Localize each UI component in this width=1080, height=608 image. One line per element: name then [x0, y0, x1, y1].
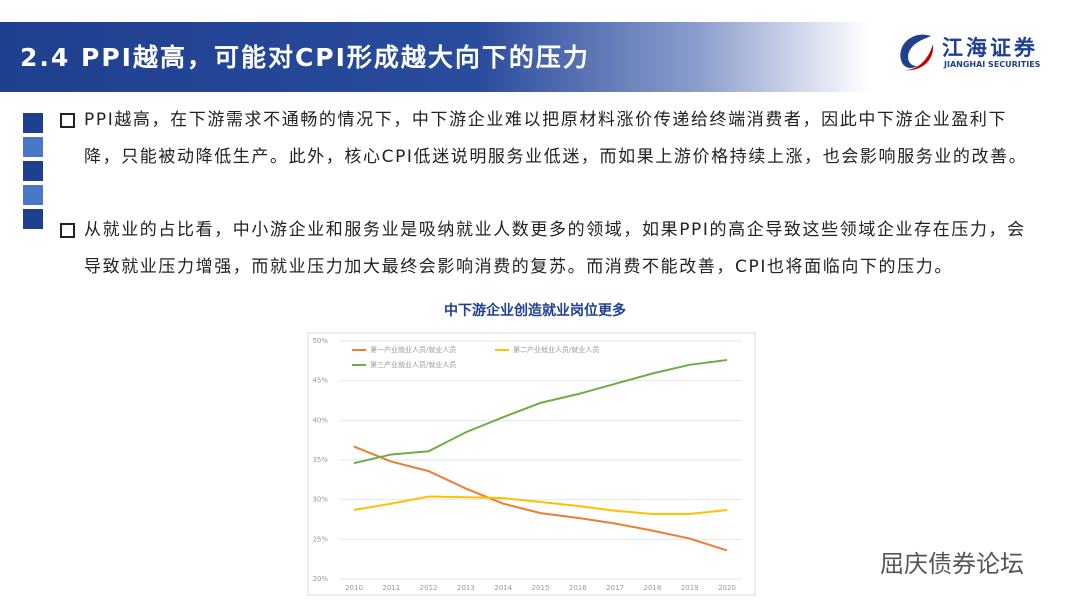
- y-tick-label: 35%: [312, 456, 328, 464]
- chart: 20% 25% 30% 35% 40% 45% 50% 2010 2011 2012 2013 201…: [307, 332, 756, 596]
- chart-title: 中下游企业创造就业岗位更多: [444, 303, 626, 319]
- logo-en: JIANGHAI SECURITIES: [944, 60, 1041, 69]
- decoration: [23, 137, 43, 157]
- bullet: 从就业的占比看，中小游企业和服务业是吸纳就业人数更多的领域，如果PPI的高企导致…: [60, 212, 1035, 286]
- x-tick-label: 2014: [494, 584, 512, 592]
- bullet-text: PPI越高，在下游需求不通畅的情况下，中下游企业难以把原材料涨价传递给终端消费者…: [84, 110, 1028, 167]
- chart-frame: [307, 332, 756, 596]
- logo-cn: 江海证券: [942, 36, 1038, 60]
- data-line: [353, 359, 728, 465]
- decoration: [23, 185, 43, 205]
- y-tick-label: 25%: [312, 535, 328, 543]
- slide-title: 2.4 PPI越高，可能对CPI形成越大向下的压力: [20, 43, 590, 72]
- bullet: PPI越高，在下游需求不通畅的情况下，中下游企业难以把原材料涨价传递给终端消费者…: [60, 102, 1035, 176]
- x-tick-label: 2015: [532, 584, 550, 592]
- x-tick-label: 2018: [643, 584, 661, 592]
- x-tick-label: 2012: [420, 584, 438, 592]
- header-banner: [0, 22, 870, 92]
- y-tick-label: 20%: [312, 575, 328, 583]
- x-tick-label: 2019: [681, 584, 699, 592]
- y-tick-label: 45%: [312, 377, 328, 385]
- x-tick-label: 2020: [718, 584, 736, 592]
- decoration: [23, 161, 43, 181]
- legend-label: 第三产业就业人员/就业人员: [370, 360, 456, 369]
- x-tick-label: 2011: [382, 584, 400, 592]
- logo-icon: [900, 34, 934, 71]
- data-line: [353, 495, 728, 515]
- watermark: 屈庆债券论坛: [880, 550, 1024, 578]
- y-tick-label: 50%: [312, 337, 328, 345]
- decoration: [23, 113, 43, 133]
- legend-label: 第二产业就业人员/就业人员: [513, 345, 599, 354]
- x-tick-label: 2016: [569, 584, 587, 592]
- decoration: [23, 209, 43, 229]
- x-tick-label: 2017: [606, 584, 624, 592]
- x-tick-label: 2010: [345, 584, 363, 592]
- legend-label: 第一产业就业人员/就业人员: [370, 345, 456, 354]
- bullet-text: 从就业的占比看，中小游企业和服务业是吸纳就业人数更多的领域，如果PPI的高企导致…: [84, 220, 1026, 277]
- data-line: [353, 445, 728, 552]
- y-tick-label: 40%: [312, 416, 328, 424]
- x-tick-label: 2013: [457, 584, 475, 592]
- y-tick-label: 30%: [312, 496, 328, 504]
